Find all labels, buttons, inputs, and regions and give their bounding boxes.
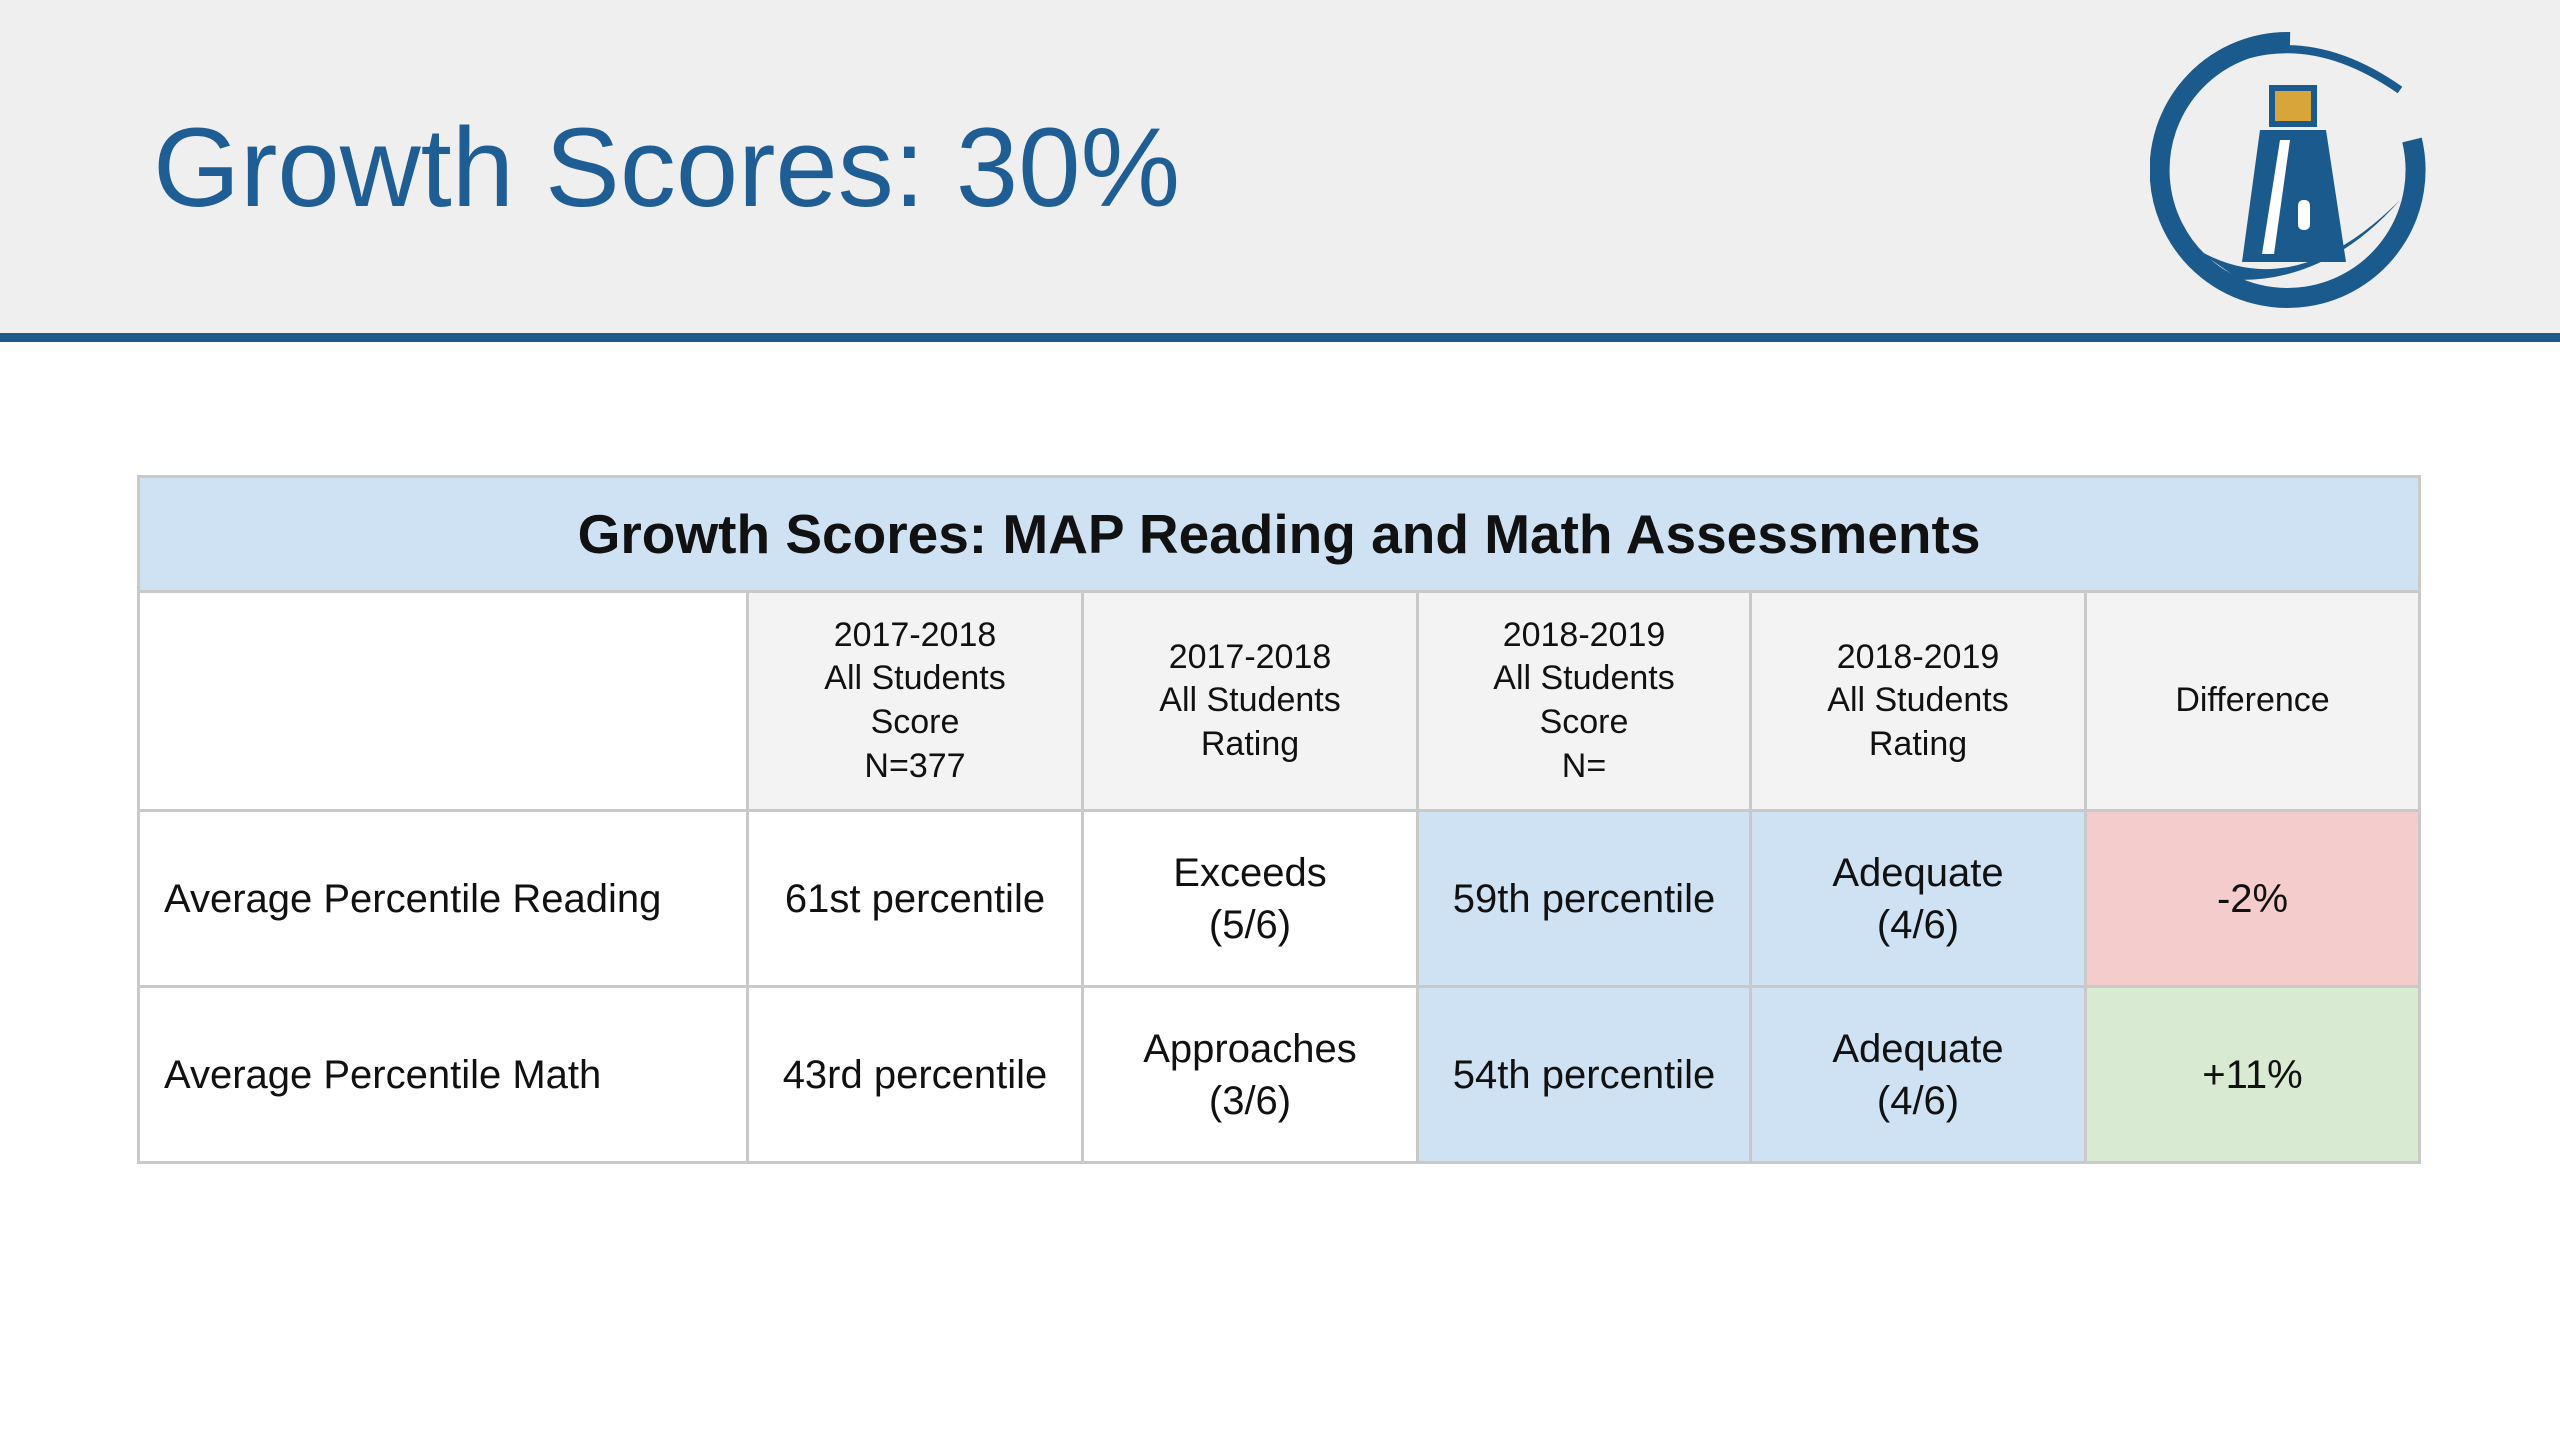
cell-line: 43rd percentile xyxy=(782,1052,1048,1097)
cell-line: 54th percentile xyxy=(1452,1052,1716,1097)
cell-line: N= xyxy=(1561,746,1607,785)
cell-line: All Students xyxy=(1827,681,2009,720)
table-cell: 54th percentile xyxy=(1416,985,1752,1164)
cell-line: (4/6) xyxy=(1876,1078,1960,1123)
table-cell: 43rd percentile xyxy=(746,985,1084,1164)
cell-line: 2018-2019 xyxy=(1836,637,2000,676)
cell-line: Rating xyxy=(1200,724,1300,763)
column-header: 2017-2018 All Students Rating xyxy=(1081,590,1419,812)
cell-line: All Students xyxy=(1493,659,1675,698)
cell-line: Average Percentile Math xyxy=(164,1052,602,1097)
table-cell: -2% xyxy=(2083,809,2422,988)
table-cell: +11% xyxy=(2083,985,2422,1164)
column-header: Difference xyxy=(2083,590,2422,812)
cell-line: All Students xyxy=(1159,681,1341,720)
table-title: Growth Scores: MAP Reading and Math Asse… xyxy=(136,475,2422,593)
cell-line: 2018-2019 xyxy=(1502,615,1666,654)
cell-line: Exceeds xyxy=(1173,850,1327,895)
cell-line: Score xyxy=(870,703,960,741)
data-row: Average Percentile Reading 61st percentil… xyxy=(137,809,2422,988)
cell-line: N=377 xyxy=(864,746,966,785)
cell-line: 2017-2018 xyxy=(1168,637,1332,676)
slide-title: Growth Scores: 30% xyxy=(153,105,1181,230)
cell-line: -2% xyxy=(2216,876,2289,921)
column-header: 2018-2019 All Students Rating xyxy=(1749,590,2087,812)
data-row: Average Percentile Math 43rd percentile Ap… xyxy=(137,985,2422,1164)
row-label: Average Percentile Reading xyxy=(137,809,749,988)
growth-table: Growth Scores: MAP Reading and Math Asse… xyxy=(136,475,2422,1164)
table-cell: Adequate (4/6) xyxy=(1749,985,2087,1164)
logo xyxy=(2150,31,2426,308)
cell-line: 2017-2018 xyxy=(833,615,997,654)
column-header: 2018-2019 All Students Score N= xyxy=(1416,590,1752,812)
table-cell: Approaches (3/6) xyxy=(1081,985,1419,1164)
cell-line: (5/6) xyxy=(1208,902,1292,947)
cell-line: Adequate xyxy=(1832,1026,2004,1071)
table-cell: Adequate (4/6) xyxy=(1749,809,2087,988)
row-label: Average Percentile Math xyxy=(137,985,749,1164)
cell-line: 59th percentile xyxy=(1452,876,1716,921)
cell-line: Average Percentile Reading xyxy=(164,876,662,921)
cell-line: (3/6) xyxy=(1208,1078,1292,1123)
cell-line: Rating xyxy=(1868,724,1968,763)
logo-ring xyxy=(2150,31,2426,308)
cell-line: All Students xyxy=(824,659,1006,698)
column-header xyxy=(137,590,749,812)
cell-line: Adequate xyxy=(1832,850,2004,895)
table-cell: Exceeds (5/6) xyxy=(1081,809,1419,988)
table-cell: 61st percentile xyxy=(746,809,1084,988)
column-header: 2017-2018 All Students Score N=377 xyxy=(746,590,1084,812)
cell-line: Approaches xyxy=(1143,1026,1357,1071)
cell-line: +11% xyxy=(2202,1052,2303,1097)
header-row: 2017-2018 All Students Score N=377 2017-2018… xyxy=(137,590,2422,812)
cell-line: 61st percentile xyxy=(784,876,1046,921)
header-bar xyxy=(0,0,2560,342)
table-cell: 59th percentile xyxy=(1416,809,1752,988)
cell-line: (4/6) xyxy=(1876,902,1960,947)
cell-line: Score xyxy=(1539,703,1629,741)
cell-line: Difference xyxy=(2175,681,2330,720)
